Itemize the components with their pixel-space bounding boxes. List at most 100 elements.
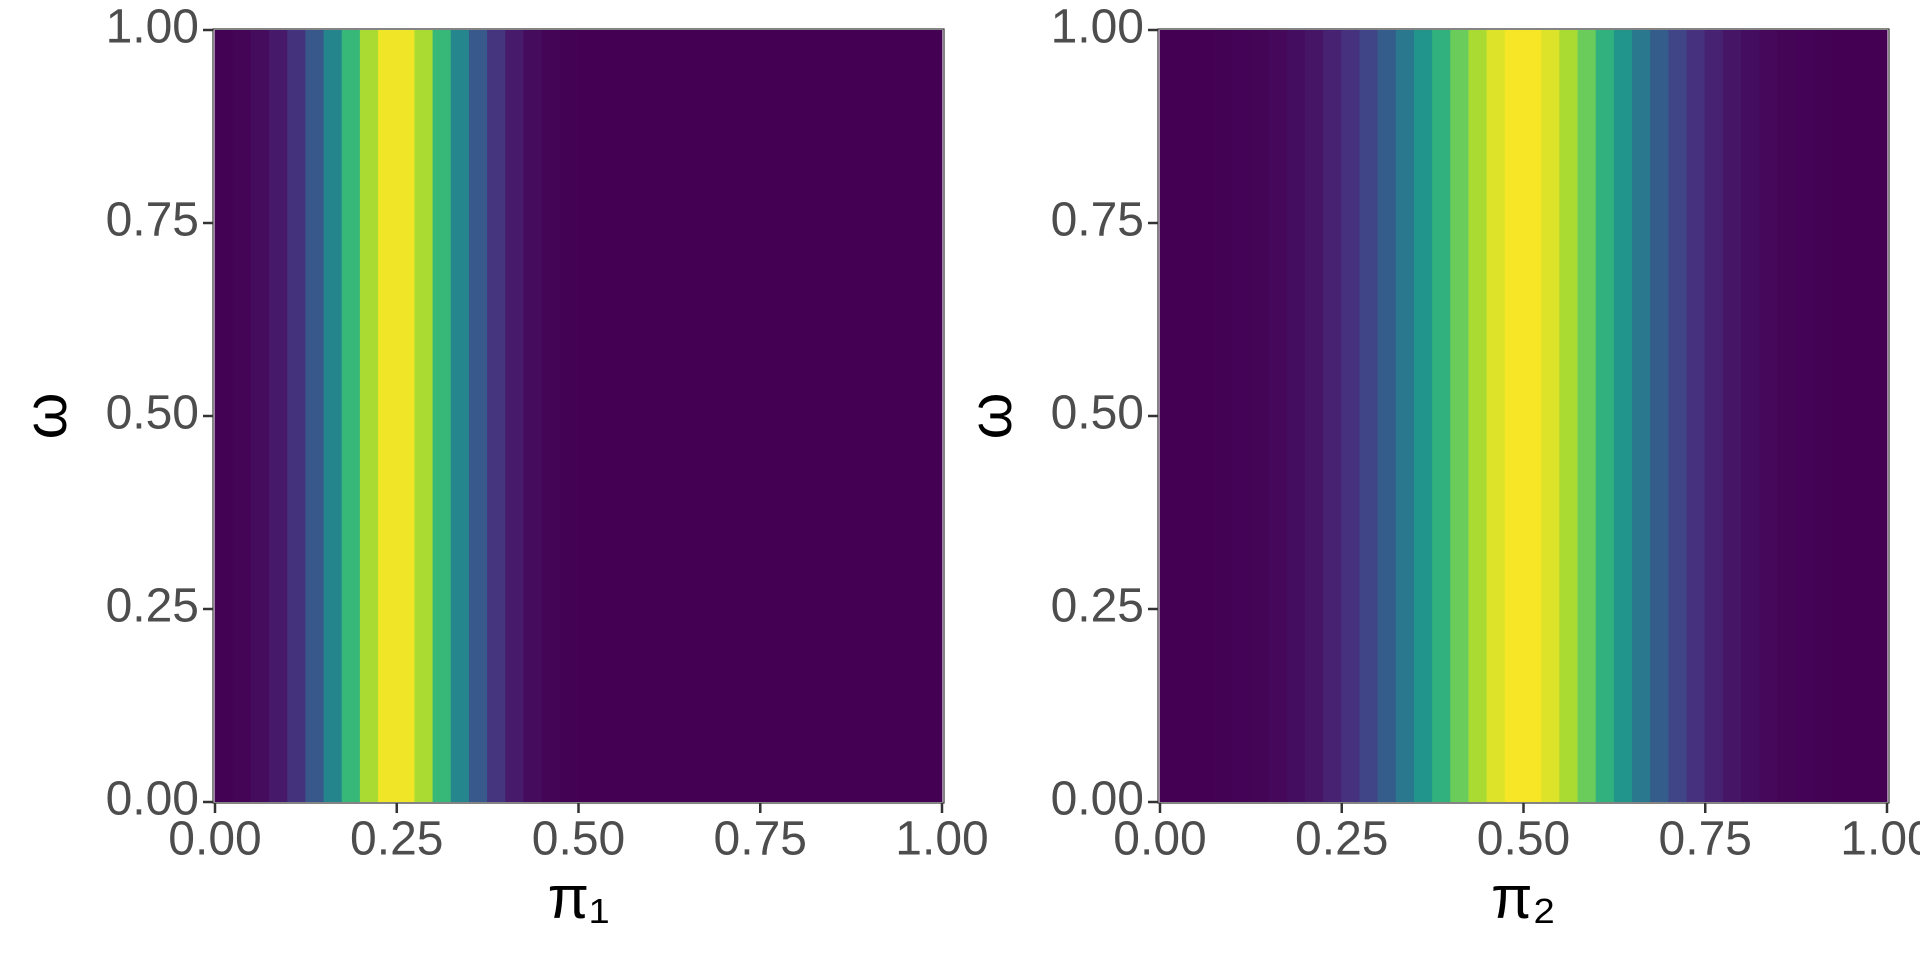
x-tick-label: 1.00 — [895, 813, 988, 866]
heat-cell — [232, 30, 252, 802]
heat-cell — [1395, 30, 1415, 802]
heat-cell — [214, 30, 234, 802]
heat-cell — [1559, 30, 1579, 802]
heat-cell — [650, 30, 670, 802]
heat-cell — [614, 30, 634, 802]
heat-cell — [578, 30, 598, 802]
heat-cell — [559, 30, 579, 802]
x-tick-label: 1.00 — [1840, 813, 1920, 866]
heat-cell — [1741, 30, 1761, 802]
heat-cell — [1722, 30, 1743, 802]
y-tick-label: 0.25 — [1051, 580, 1144, 633]
heat-cell — [1504, 30, 1524, 802]
x-axis-label: π₂ — [1491, 864, 1556, 931]
heat-cell — [1850, 30, 1870, 802]
heat-cell — [1341, 30, 1361, 802]
heat-cell — [687, 30, 707, 802]
heat-cell — [1668, 30, 1688, 802]
heat-cell — [741, 30, 761, 802]
heat-cell — [1214, 30, 1234, 802]
heat-cell — [1831, 30, 1852, 802]
heat-cell — [1813, 30, 1833, 802]
heat-cell — [1541, 30, 1561, 802]
heat-cell — [378, 30, 398, 802]
heat-cell — [541, 30, 561, 802]
panel: 0.00 0.25 0.50 0.75 1.00 0.00 0.25 0.50 0.75 1.00… — [12, 1, 989, 931]
heat-cell — [1159, 30, 1179, 802]
heat-cell — [886, 30, 907, 802]
heat-cell — [1650, 30, 1670, 802]
heat-cell — [1704, 30, 1724, 802]
panel: 0.00 0.25 0.50 0.75 1.00 0.00 0.25 0.50 0.75 1.00… — [957, 1, 1920, 931]
heat-cell — [796, 30, 816, 802]
heat-cell — [468, 30, 489, 802]
heat-cell — [1304, 30, 1325, 802]
heat-cell — [414, 30, 434, 802]
heat-cell — [1468, 30, 1488, 802]
heat-cell — [1323, 30, 1343, 802]
y-axis-label: ω — [12, 393, 79, 440]
heat-cell — [450, 30, 470, 802]
heat-cell — [1632, 30, 1652, 802]
heat-cell — [723, 30, 743, 802]
x-tick-label: 0.75 — [714, 813, 807, 866]
heat-cell — [596, 30, 616, 802]
heat-cell — [1432, 30, 1452, 802]
x-tick-label: 0.75 — [1659, 813, 1752, 866]
heat-cell — [1268, 30, 1288, 802]
y-tick-label: 0.25 — [106, 580, 199, 633]
heat-cell — [432, 30, 452, 802]
heat-cell — [287, 30, 307, 802]
heat-cell — [1413, 30, 1434, 802]
y-tick-label: 0.00 — [106, 773, 199, 826]
x-tick-label: 0.25 — [350, 813, 443, 866]
heat-cell — [1595, 30, 1615, 802]
heat-cell — [668, 30, 689, 802]
heat-cell — [323, 30, 343, 802]
heat-cell — [1686, 30, 1706, 802]
heat-cell — [832, 30, 852, 802]
heat-cell — [905, 30, 925, 802]
heat-cell — [341, 30, 361, 802]
heat-cell — [759, 30, 779, 802]
heat-cell — [850, 30, 870, 802]
heat-cell — [523, 30, 543, 802]
heat-cell — [487, 30, 507, 802]
heat-cell — [269, 30, 289, 802]
y-tick-label: 1.00 — [1051, 1, 1144, 54]
y-tick-label: 0.00 — [1051, 773, 1144, 826]
x-tick-label: 0.00 — [168, 813, 261, 866]
heat-cell — [505, 30, 525, 802]
x-tick-label: 0.25 — [1295, 813, 1388, 866]
y-tick-label: 0.50 — [106, 387, 199, 440]
heat-cell — [705, 30, 725, 802]
heat-cell — [1486, 30, 1506, 802]
x-axis-label: π₁ — [548, 864, 610, 931]
heat-cell — [359, 30, 380, 802]
heat-cell — [777, 30, 798, 802]
heat-cell — [923, 30, 943, 802]
y-tick-label: 1.00 — [106, 1, 199, 54]
heat-cell — [1195, 30, 1216, 802]
x-tick-label: 0.50 — [532, 813, 625, 866]
heat-cell — [1523, 30, 1543, 802]
y-tick-label: 0.75 — [106, 194, 199, 247]
heat-cell — [1359, 30, 1379, 802]
heat-cell — [1177, 30, 1197, 802]
heat-cell — [632, 30, 652, 802]
x-tick-label: 0.50 — [1477, 813, 1570, 866]
heat-cell — [1795, 30, 1815, 802]
heat-cell — [814, 30, 834, 802]
heat-cell — [868, 30, 888, 802]
heat-cell — [1377, 30, 1397, 802]
y-tick-label: 0.75 — [1051, 194, 1144, 247]
heat-cell — [1250, 30, 1270, 802]
heat-cell — [305, 30, 325, 802]
x-tick-label: 0.00 — [1113, 813, 1206, 866]
heat-cell — [250, 30, 271, 802]
heat-cell — [1777, 30, 1797, 802]
heat-cell — [396, 30, 416, 802]
heat-cell — [1613, 30, 1634, 802]
y-axis-label: ω — [957, 393, 1024, 440]
